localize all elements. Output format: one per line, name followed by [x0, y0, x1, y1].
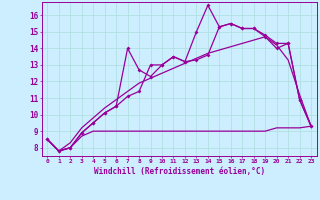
X-axis label: Windchill (Refroidissement éolien,°C): Windchill (Refroidissement éolien,°C) — [94, 167, 265, 176]
